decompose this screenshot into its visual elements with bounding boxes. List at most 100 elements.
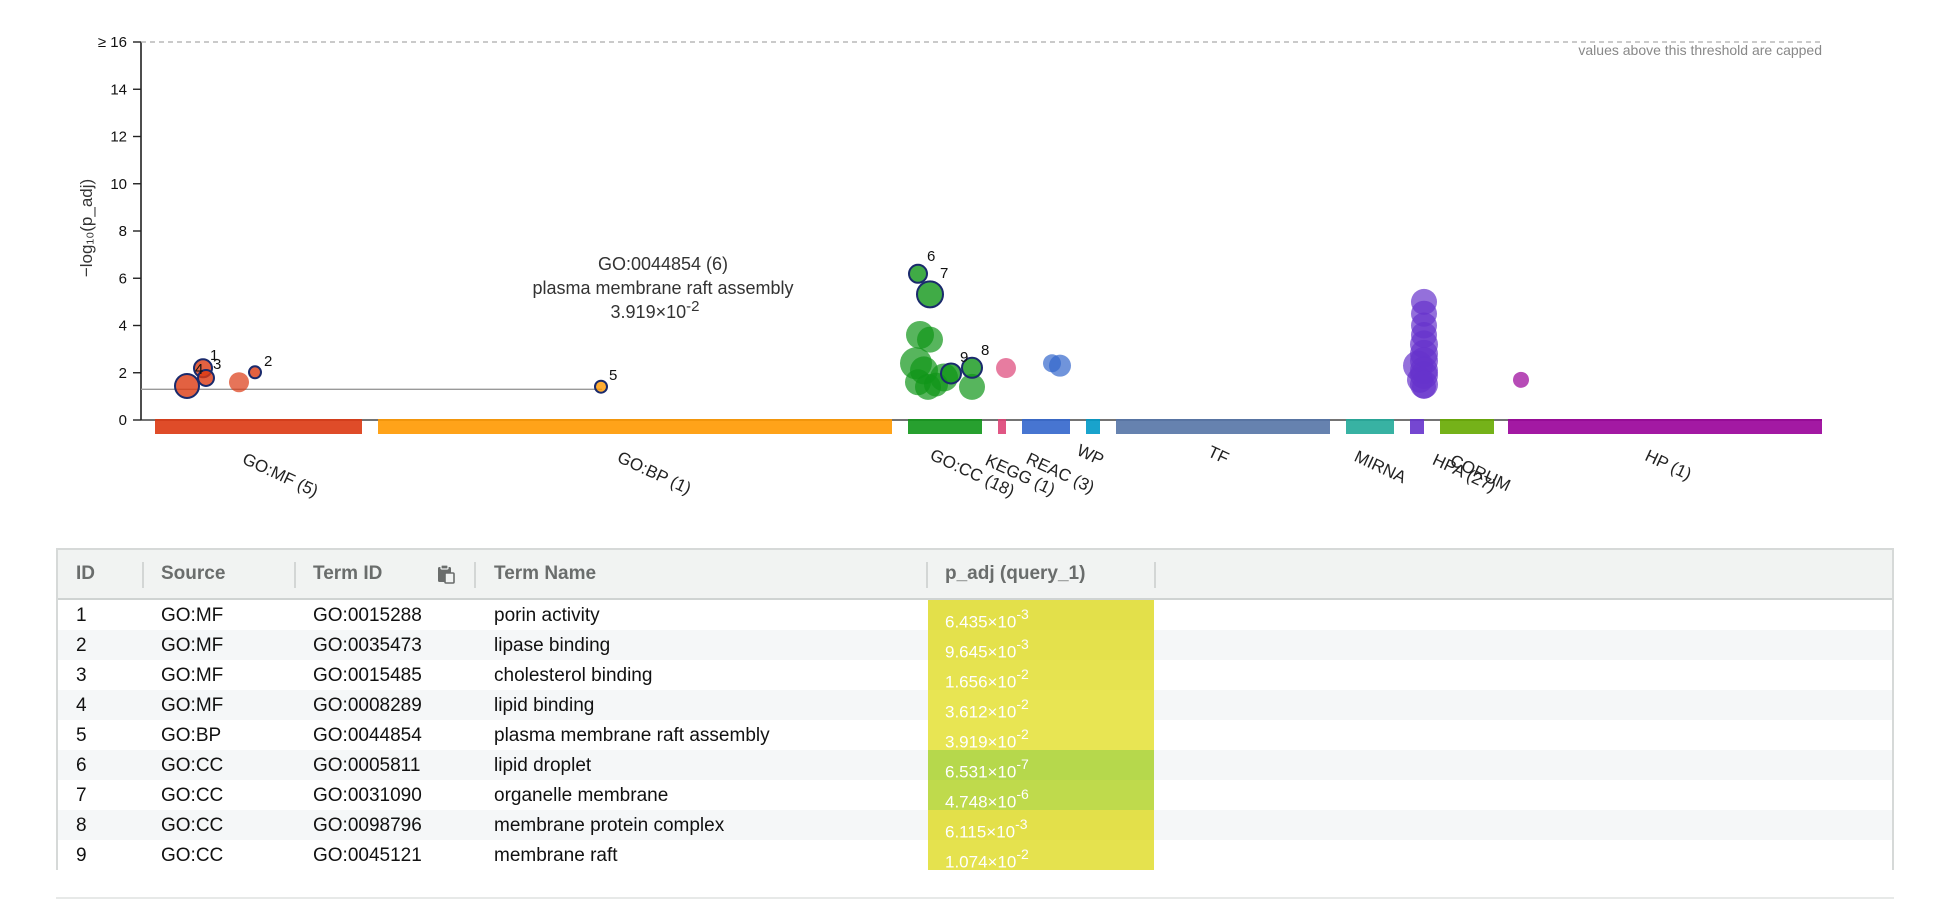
- source-bar-corum[interactable]: [1440, 419, 1494, 434]
- source-bar-wp[interactable]: [1086, 419, 1100, 434]
- cell-term-id: GO:0035473: [313, 635, 422, 656]
- highlighted-point[interactable]: [197, 368, 215, 387]
- cell-padj: 6.435×10-3: [928, 600, 1154, 632]
- cell-term-name: membrane protein complex: [494, 815, 725, 836]
- x-tick-label: GO:BP (1): [614, 448, 694, 499]
- highlighted-point[interactable]: [248, 365, 262, 380]
- cell-padj: 4.748×10-6: [928, 780, 1154, 812]
- data-point[interactable]: [1049, 354, 1071, 377]
- padj-base: 6.435×10-3: [945, 606, 1029, 632]
- x-tick-label: TF: [1205, 442, 1232, 468]
- source-bar-kegg[interactable]: [998, 419, 1006, 434]
- point-label: 6: [927, 248, 935, 265]
- point-label: 1: [210, 347, 218, 364]
- column-divider[interactable]: [474, 562, 476, 588]
- tooltip-value: 3.919×10-2: [611, 298, 700, 322]
- cell-id: 1: [76, 605, 87, 626]
- data-point[interactable]: [959, 373, 985, 400]
- table-row[interactable]: 7 GO:CC GO:0031090 organelle membrane 4.748×…: [58, 780, 1892, 812]
- source-bar-gobp[interactable]: [378, 419, 892, 434]
- y-tick-label: 8: [119, 223, 127, 240]
- cell-padj: 6.531×10-7: [928, 750, 1154, 782]
- padj-base: 3.919×10-2: [945, 726, 1029, 752]
- x-tick-label: MIRNA: [1351, 447, 1409, 488]
- highlighted-point[interactable]: [961, 356, 983, 379]
- highlighted-point[interactable]: [908, 263, 928, 284]
- y-tick-label: ≥ 16: [98, 34, 127, 51]
- source-bar-hpa[interactable]: [1410, 419, 1424, 434]
- highlighted-point[interactable]: [940, 362, 962, 385]
- cell-source: GO:BP: [161, 725, 222, 746]
- table-row[interactable]: 2 GO:MF GO:0035473 lipase binding 9.645×10-3: [58, 630, 1892, 662]
- column-divider[interactable]: [142, 562, 144, 588]
- cell-term-name: cholesterol binding: [494, 665, 653, 686]
- padj-base: 9.645×10-3: [945, 636, 1029, 662]
- cap-note: values above this threshold are capped: [1578, 42, 1822, 58]
- cell-term-id: GO:0031090: [313, 785, 422, 806]
- copy-clipboard-icon[interactable]: [436, 563, 456, 585]
- source-bar-gocc[interactable]: [908, 419, 982, 434]
- table-row[interactable]: 6 GO:CC GO:0005811 lipid droplet 6.531×10-7: [58, 750, 1892, 782]
- header-padj[interactable]: p_adj (query_1): [945, 563, 1086, 584]
- data-point[interactable]: [996, 358, 1016, 379]
- data-point[interactable]: [1412, 374, 1436, 399]
- source-bar-tf[interactable]: [1116, 419, 1330, 434]
- cell-padj: 3.612×10-2: [928, 690, 1154, 722]
- y-tick-label: 0: [119, 412, 127, 429]
- data-point[interactable]: [1513, 371, 1529, 388]
- results-table: ID Source Term ID Term Name p_adj (query…: [56, 548, 1894, 872]
- cell-source: GO:MF: [161, 695, 224, 716]
- data-point[interactable]: [917, 326, 943, 353]
- divider: [56, 897, 1894, 899]
- highlighted-point[interactable]: [174, 372, 200, 399]
- tooltip: GO:0044854 (6) plasma membrane raft asse…: [532, 254, 793, 322]
- padj-base: 1.656×10-2: [945, 666, 1029, 692]
- cell-term-id: GO:0008289: [313, 695, 422, 716]
- y-tick-label: 10: [110, 176, 127, 193]
- column-divider[interactable]: [926, 562, 928, 588]
- cell-id: 5: [76, 725, 87, 746]
- highlighted-point[interactable]: [594, 379, 608, 394]
- cell-source: GO:CC: [161, 845, 224, 866]
- cell-term-id: GO:0015288: [313, 605, 422, 626]
- table-row[interactable]: 3 GO:MF GO:0015485 cholesterol binding 1.656…: [58, 660, 1892, 692]
- table-row[interactable]: 1 GO:MF GO:0015288 porin activity 6.435×10-3: [58, 600, 1892, 632]
- tooltip-line2: plasma membrane raft assembly: [532, 278, 793, 298]
- data-point[interactable]: [915, 373, 941, 400]
- padj-exponent: -3: [1015, 816, 1028, 832]
- y-axis-label: −log₁₀(p_adj): [77, 179, 96, 277]
- tooltip-value-exp: -2: [686, 298, 699, 315]
- table-row[interactable]: 5 GO:BP GO:0044854 plasma membrane raft ass…: [58, 720, 1892, 752]
- y-tick-label: 14: [110, 81, 127, 98]
- cell-id: 2: [76, 635, 87, 656]
- header-term-name[interactable]: Term Name: [494, 563, 597, 584]
- padj-exponent: -2: [1016, 696, 1029, 712]
- cell-padj: 6.115×10-3: [928, 810, 1154, 842]
- column-divider[interactable]: [1154, 562, 1156, 588]
- source-bar-reac[interactable]: [1022, 419, 1070, 434]
- cell-term-id: GO:0044854: [313, 725, 422, 746]
- header-term-id[interactable]: Term ID: [313, 563, 383, 584]
- padj-base: 3.612×10-2: [945, 696, 1029, 722]
- header-id[interactable]: ID: [76, 563, 95, 584]
- source-bar-gomf[interactable]: [155, 419, 362, 434]
- data-point[interactable]: [229, 372, 249, 393]
- header-source[interactable]: Source: [161, 563, 226, 584]
- tooltip-line1: GO:0044854 (6): [598, 254, 728, 274]
- padj-exponent: -2: [1016, 726, 1029, 742]
- source-bar-mirna[interactable]: [1346, 419, 1394, 434]
- table-row[interactable]: 9 GO:CC GO:0045121 membrane raft 1.074×10-2: [58, 840, 1892, 872]
- highlighted-point[interactable]: [916, 280, 944, 309]
- cell-term-name: lipase binding: [494, 635, 611, 656]
- cell-term-id: GO:0045121: [313, 845, 422, 866]
- cell-id: 4: [76, 695, 87, 716]
- padj-exponent: -7: [1016, 756, 1029, 772]
- table-row[interactable]: 4 GO:MF GO:0008289 lipid binding 3.612×10-2: [58, 690, 1892, 722]
- table-row[interactable]: 8 GO:CC GO:0098796 membrane protein complex…: [58, 810, 1892, 842]
- point-label: 9: [960, 349, 968, 366]
- padj-base: 4.748×10-6: [945, 786, 1029, 812]
- column-divider[interactable]: [294, 562, 296, 588]
- cell-id: 3: [76, 665, 87, 686]
- source-bar-hp[interactable]: [1508, 419, 1822, 434]
